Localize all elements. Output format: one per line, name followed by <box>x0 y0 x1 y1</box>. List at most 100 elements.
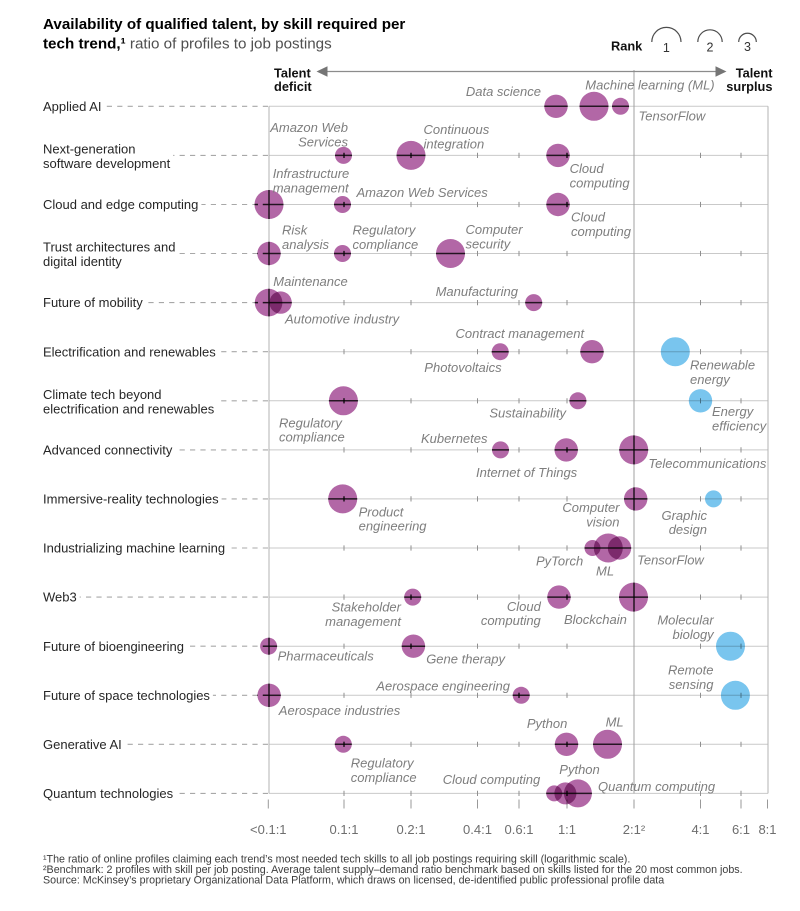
svg-text:Industrializing machine learni: Industrializing machine learning <box>43 541 225 556</box>
svg-text:Regulatory: Regulatory <box>353 223 417 238</box>
svg-text:Amazon Web Services: Amazon Web Services <box>356 185 489 200</box>
svg-text:Python: Python <box>527 716 567 731</box>
svg-text:Machine learning (ML): Machine learning (ML) <box>585 78 714 93</box>
svg-text:¹The ratio of online profiles: ¹The ratio of online profiles claiming e… <box>43 854 630 866</box>
svg-text:analysis: analysis <box>282 237 329 252</box>
svg-text:Quantum technologies: Quantum technologies <box>43 786 174 801</box>
svg-text:management: management <box>273 180 350 195</box>
svg-text:compliance: compliance <box>353 237 419 252</box>
svg-text:Services: Services <box>298 134 348 149</box>
svg-text:Automotive industry: Automotive industry <box>284 311 401 326</box>
svg-text:vision: vision <box>586 514 619 529</box>
svg-text:Cloud: Cloud <box>571 210 606 225</box>
svg-text:Blockchain: Blockchain <box>564 612 627 627</box>
svg-text:Immersive-reality technologies: Immersive-reality technologies <box>43 492 219 507</box>
svg-text:Future of mobility: Future of mobility <box>43 295 143 310</box>
svg-text:Next-generation: Next-generation <box>43 141 136 156</box>
svg-text:deficit: deficit <box>274 79 312 94</box>
svg-text:Renewable: Renewable <box>690 358 755 373</box>
svg-text:Continuous: Continuous <box>424 122 490 137</box>
svg-text:Source: McKinsey’s proprietary: Source: McKinsey’s proprietary Organizat… <box>43 875 664 887</box>
svg-text:management: management <box>325 614 402 629</box>
svg-text:biology: biology <box>672 627 715 642</box>
svg-text:TensorFlow: TensorFlow <box>637 552 705 567</box>
svg-text:efficiency: efficiency <box>712 418 768 433</box>
svg-text:security: security <box>466 237 512 252</box>
svg-text:0.1:1: 0.1:1 <box>330 822 359 837</box>
svg-text:Quantum computing: Quantum computing <box>598 779 716 794</box>
svg-text:1:1: 1:1 <box>558 822 576 837</box>
svg-text:Regulatory: Regulatory <box>279 415 343 430</box>
svg-text:Stakeholder: Stakeholder <box>332 600 402 615</box>
svg-text:computing: computing <box>571 224 632 239</box>
svg-text:6:1: 6:1 <box>732 822 750 837</box>
svg-text:Python: Python <box>559 762 599 777</box>
svg-text:Future of bioengineering: Future of bioengineering <box>43 639 184 654</box>
svg-text:Pharmaceuticals: Pharmaceuticals <box>278 649 375 664</box>
svg-text:Manufacturing: Manufacturing <box>436 284 519 299</box>
svg-text:PyTorch: PyTorch <box>536 553 583 568</box>
svg-text:Infrastructure: Infrastructure <box>273 166 350 181</box>
svg-text:2:1²: 2:1² <box>623 822 646 837</box>
svg-text:Regulatory: Regulatory <box>351 755 415 770</box>
svg-text:Computer: Computer <box>562 500 620 515</box>
svg-text:Trust architectures and: Trust architectures and <box>43 240 175 255</box>
svg-text:0.2:1: 0.2:1 <box>397 822 426 837</box>
svg-text:Computer: Computer <box>466 222 524 237</box>
svg-text:energy: energy <box>690 372 731 387</box>
svg-text:TensorFlow: TensorFlow <box>639 109 707 124</box>
svg-text:Future of space technologies: Future of space technologies <box>43 688 210 703</box>
svg-text:Kubernetes: Kubernetes <box>421 431 488 446</box>
svg-text:Graphic: Graphic <box>661 508 707 523</box>
svg-text:Remote: Remote <box>668 663 714 678</box>
svg-text:Energy: Energy <box>712 404 755 419</box>
svg-text:Availability of qualified tale: Availability of qualified talent, by ski… <box>43 16 405 33</box>
svg-text:0.6:1: 0.6:1 <box>505 822 534 837</box>
svg-text:Cloud: Cloud <box>507 599 542 614</box>
svg-text:Internet of Things: Internet of Things <box>476 465 578 480</box>
svg-text:0.4:1: 0.4:1 <box>463 822 492 837</box>
svg-text:Cloud computing: Cloud computing <box>443 772 541 787</box>
svg-text:compliance: compliance <box>279 430 345 445</box>
svg-text:ML: ML <box>606 715 624 730</box>
svg-text:2: 2 <box>707 41 714 55</box>
svg-text:Photovoltaics: Photovoltaics <box>424 360 502 375</box>
svg-text:Advanced connectivity: Advanced connectivity <box>43 443 173 458</box>
svg-text:1: 1 <box>663 41 670 55</box>
svg-text:computing: computing <box>570 175 631 190</box>
svg-text:design: design <box>669 522 707 537</box>
svg-text:Climate tech beyond: Climate tech beyond <box>43 387 162 402</box>
svg-text:Aerospace industries: Aerospace industries <box>278 703 401 718</box>
svg-text:software development: software development <box>43 156 171 171</box>
svg-text:8:1: 8:1 <box>758 822 776 837</box>
svg-text:Talent: Talent <box>274 66 311 81</box>
svg-text:Contract management: Contract management <box>456 326 586 341</box>
svg-text:²Benchmark: 2 profiles with sk: ²Benchmark: 2 profiles with skill per jo… <box>43 864 743 876</box>
svg-text:Aerospace engineering: Aerospace engineering <box>375 679 510 694</box>
svg-text:Telecommunications: Telecommunications <box>648 456 767 471</box>
svg-text:Amazon Web: Amazon Web <box>269 120 348 135</box>
svg-text:Gene therapy: Gene therapy <box>426 651 506 666</box>
svg-text:Generative AI: Generative AI <box>43 737 122 752</box>
svg-text:Sustainability: Sustainability <box>489 405 567 420</box>
svg-text:sensing: sensing <box>669 677 715 692</box>
svg-text:electrification and renewables: electrification and renewables <box>43 401 215 416</box>
svg-text:surplus: surplus <box>726 79 772 94</box>
svg-text:engineering: engineering <box>359 519 428 534</box>
svg-text:Talent: Talent <box>736 66 773 81</box>
svg-text:Maintenance: Maintenance <box>273 274 347 289</box>
svg-text:Cloud and edge computing: Cloud and edge computing <box>43 197 198 212</box>
svg-text:Data science: Data science <box>466 84 541 99</box>
svg-text:Web3: Web3 <box>43 590 77 605</box>
svg-text:<0.1:1: <0.1:1 <box>250 822 287 837</box>
svg-text:computing: computing <box>481 613 542 628</box>
svg-text:digital identity: digital identity <box>43 254 122 269</box>
svg-text:3: 3 <box>744 40 751 54</box>
svg-text:Electrification and renewables: Electrification and renewables <box>43 344 216 359</box>
svg-text:tech trend,¹ ratio of profiles: tech trend,¹ ratio of profiles to job po… <box>43 35 332 52</box>
svg-text:Applied AI: Applied AI <box>43 99 102 114</box>
svg-text:4:1: 4:1 <box>691 822 709 837</box>
svg-text:Molecular: Molecular <box>657 613 714 628</box>
svg-text:integration: integration <box>424 136 485 151</box>
svg-text:Risk: Risk <box>282 223 309 238</box>
